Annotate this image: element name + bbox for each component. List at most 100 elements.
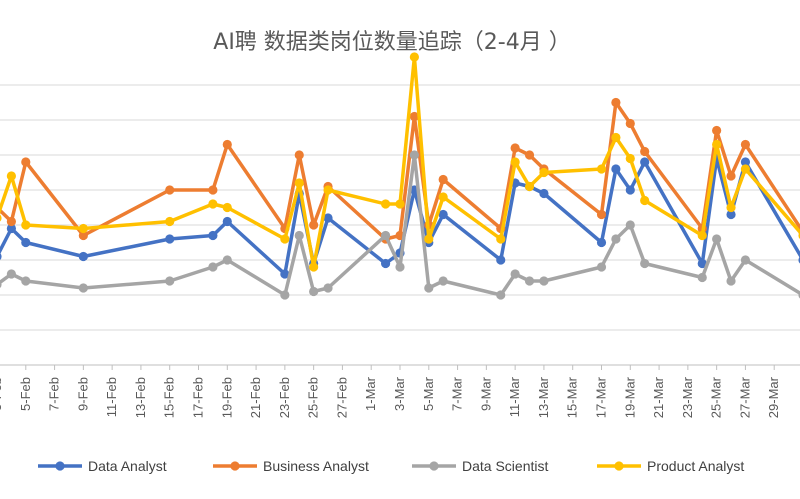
x-tick-label: 17-Feb (191, 377, 206, 418)
data-point-data-analyst (0, 253, 2, 260)
data-point-data-scientist (640, 258, 650, 269)
data-point-product-analyst (21, 220, 31, 230)
data-point-product-analyst (165, 216, 175, 227)
data-point-data-analyst (496, 255, 506, 265)
data-point-product-analyst (625, 153, 635, 164)
x-tick-label: 7-Feb (47, 377, 62, 411)
data-point-data-scientist (625, 220, 635, 230)
data-point-data-analyst (539, 188, 549, 199)
x-tick-label: 25-Mar (709, 376, 724, 418)
legend-marker (55, 461, 65, 471)
x-tick-label: 17-Mar (594, 376, 609, 418)
data-point-business-analyst (165, 185, 175, 195)
x-tick-label: 3-Mar (392, 376, 407, 411)
x-tick-label: 29-Mar (766, 376, 781, 418)
data-point-data-scientist (712, 234, 722, 244)
x-tick-label: 15-Feb (162, 377, 177, 418)
data-point-data-scientist (438, 276, 448, 286)
data-point-product-analyst (438, 192, 448, 202)
data-point-product-analyst (510, 157, 520, 167)
data-point-product-analyst (294, 178, 304, 188)
data-point-data-scientist (740, 255, 751, 265)
data-point-data-analyst (726, 209, 736, 220)
data-point-data-scientist (309, 286, 319, 297)
data-point-product-analyst (6, 171, 16, 181)
x-tick-label: 21-Mar (651, 376, 666, 418)
data-point-data-scientist (6, 269, 16, 279)
data-point-data-analyst (21, 237, 31, 248)
x-tick-label: 23-Feb (277, 377, 292, 418)
data-point-data-analyst (280, 269, 290, 279)
data-point-data-scientist (726, 276, 736, 286)
data-point-product-analyst (0, 214, 2, 222)
data-point-data-scientist (21, 276, 31, 286)
data-point-business-analyst (510, 143, 520, 153)
series-group (0, 52, 800, 300)
data-point-data-scientist (381, 230, 391, 241)
data-point-data-scientist (222, 255, 232, 265)
data-point-business-analyst (409, 111, 419, 122)
data-point-data-scientist (409, 150, 419, 160)
data-point-business-analyst (524, 150, 535, 160)
data-point-data-analyst (596, 237, 607, 248)
x-tick-label: 19-Mar (622, 376, 637, 418)
data-point-product-analyst (496, 234, 506, 244)
x-tick-label: 9-Mar (478, 376, 493, 411)
data-point-business-analyst (438, 174, 448, 185)
data-point-data-scientist (596, 262, 607, 272)
x-tick-label: 27-Mar (737, 376, 752, 418)
legend-label: Product Analyst (647, 458, 744, 474)
data-point-product-analyst (424, 234, 434, 244)
x-tick-label: 21-Feb (248, 377, 263, 418)
legend-item-product-analyst: Product Analyst (597, 458, 744, 474)
data-point-product-analyst (611, 132, 621, 143)
legend-label: Data Analyst (88, 458, 167, 474)
data-point-data-scientist (280, 290, 290, 300)
data-point-data-analyst (625, 185, 635, 195)
data-point-data-analyst (740, 157, 751, 167)
legend-marker (429, 461, 439, 471)
data-point-product-analyst (381, 199, 391, 209)
data-point-business-analyst (596, 209, 607, 220)
series-data-scientist (0, 150, 800, 300)
x-tick-label: 13-Feb (133, 377, 148, 418)
x-tick-label: 25-Feb (306, 377, 321, 418)
data-point-business-analyst (21, 157, 31, 167)
data-point-data-analyst (438, 209, 448, 220)
data-point-business-analyst (6, 216, 16, 227)
data-point-product-analyst (78, 223, 88, 234)
x-tick-label: 23-Mar (680, 376, 695, 418)
data-point-business-analyst (740, 139, 751, 150)
data-point-product-analyst (280, 234, 290, 244)
data-point-product-analyst (309, 262, 319, 272)
data-point-product-analyst (596, 164, 607, 174)
data-point-data-scientist (395, 262, 405, 272)
legend-label: Business Analyst (263, 458, 369, 474)
series-product-analyst (0, 52, 800, 272)
series-line-business-analyst (0, 100, 800, 241)
data-point-data-analyst (208, 230, 218, 241)
data-point-data-analyst (222, 216, 232, 227)
legend-label: Data Scientist (462, 458, 548, 474)
data-point-data-scientist (424, 283, 434, 293)
data-point-business-analyst (78, 230, 88, 241)
data-point-data-analyst (78, 251, 88, 262)
x-tick-label: 27-Feb (334, 377, 349, 418)
x-axis: 3-Feb 5-Feb 7-Feb 9-Feb 11-Feb 13-Feb 15-Feb 17… (0, 365, 781, 418)
data-point-data-analyst (6, 223, 16, 234)
x-tick-label: 3-Feb (0, 377, 4, 411)
data-point-data-analyst (165, 234, 175, 244)
x-tick-label: 19-Feb (219, 377, 234, 418)
data-point-data-scientist (78, 283, 88, 293)
data-point-product-analyst (208, 199, 218, 209)
data-point-data-analyst (381, 258, 391, 269)
x-tick-label: 11-Mar (507, 376, 522, 417)
x-tick-label: 1-Mar (363, 376, 378, 411)
data-point-product-analyst (395, 199, 405, 209)
data-point-data-scientist (697, 272, 707, 283)
x-tick-label: 11-Feb (104, 377, 119, 417)
data-point-data-scientist (294, 230, 304, 241)
data-point-data-scientist (539, 276, 549, 286)
data-point-data-analyst (611, 164, 621, 174)
